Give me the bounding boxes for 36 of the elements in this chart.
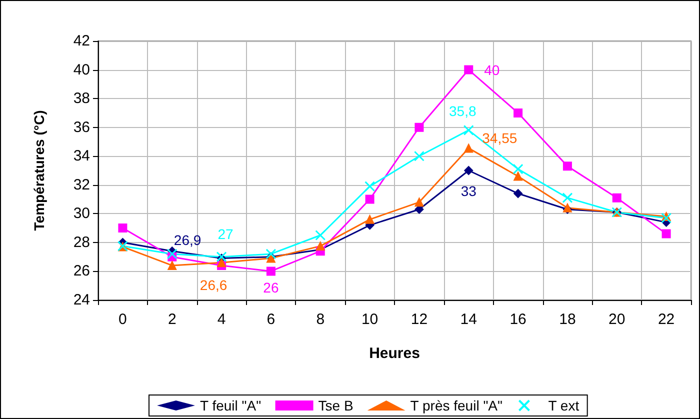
data-label: 26,6 (200, 277, 228, 294)
y-tick-label: 38 (73, 90, 90, 108)
y-tick-label: 32 (73, 176, 90, 194)
y-tick-label: 26 (73, 262, 90, 280)
x-tick-label: 16 (510, 311, 526, 328)
data-label: 26 (263, 280, 279, 296)
y-tick-label: 34 (73, 148, 90, 165)
y-tick-label: 42 (73, 32, 90, 50)
legend-label: T feuil "A" (200, 398, 262, 414)
data-label: 27 (218, 226, 234, 242)
x-tick-label: 0 (118, 311, 127, 328)
x-tick-label: 8 (316, 311, 325, 328)
x-tick-label: 2 (168, 311, 176, 328)
x-axis-title: Heures (369, 345, 420, 362)
x-tick-label: 12 (410, 311, 428, 328)
x-tick-label: 22 (658, 311, 675, 328)
x-tick-label: 14 (460, 311, 477, 328)
y-tick-label: 30 (73, 205, 90, 222)
legend-label: T près feuil "A" (410, 398, 502, 414)
data-label: 34,55 (482, 130, 518, 146)
x-tick-label: 6 (266, 311, 276, 328)
data-label: 40 (484, 62, 500, 78)
y-tick-label: 28 (73, 234, 90, 251)
y-axis-title: Températures (°C) (31, 110, 47, 231)
data-label: 26,9 (174, 232, 202, 248)
x-tick-label: 4 (217, 311, 226, 328)
data-label: 35,8 (449, 103, 476, 120)
x-tick-label: 20 (608, 311, 626, 328)
x-tick-label: 18 (559, 311, 576, 328)
legend-label: Tse B (318, 398, 354, 414)
y-tick-label: 24 (73, 292, 90, 308)
legend-label: T ext (548, 398, 580, 414)
data-label: 33 (460, 183, 477, 199)
x-tick-label: 10 (361, 311, 378, 328)
y-tick-label: 40 (73, 61, 90, 78)
y-tick-label: 36 (73, 118, 90, 136)
